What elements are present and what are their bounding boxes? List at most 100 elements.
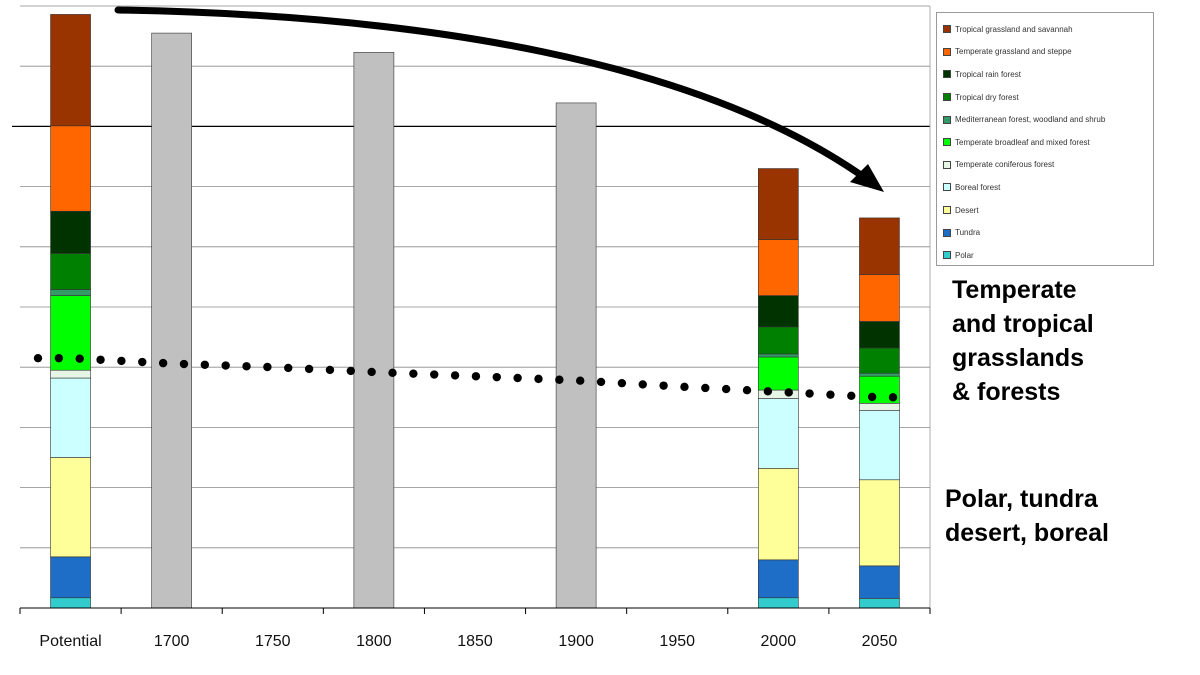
trend-dot: [575, 376, 585, 385]
x-tick-label: 1900: [558, 633, 594, 650]
bar-segment: [151, 32, 192, 609]
legend-item: Tropical grassland and savannah: [943, 18, 1153, 41]
annotation-polar-tundra: Polar, tundra desert, boreal: [945, 485, 1109, 547]
legend-item: Mediterranean forest, woodland and shrub: [943, 108, 1153, 131]
legend-item: Desert: [943, 199, 1153, 222]
bar-segment: [859, 274, 900, 322]
trend-dot: [721, 384, 731, 394]
bar-segment: [50, 597, 91, 609]
trend-dot: [659, 381, 668, 390]
legend-swatch: [943, 70, 951, 79]
trend-dot: [242, 362, 251, 371]
x-tick-label: 1700: [154, 633, 190, 650]
x-tick-label: 1950: [659, 633, 695, 650]
legend-label: Polar: [955, 250, 974, 260]
trend-dot: [826, 390, 835, 399]
trend-dot: [96, 355, 105, 364]
legend-label: Temperate coniferous forest: [955, 160, 1055, 170]
bar-segment: [859, 598, 900, 609]
bar-segment: [859, 479, 900, 567]
trend-dot: [158, 358, 168, 368]
bar-segment: [758, 597, 799, 609]
bar-segment: [50, 289, 91, 296]
trend-dot: [784, 388, 793, 397]
legend-swatch: [943, 25, 951, 34]
legend-label: Tropical grassland and savannah: [955, 24, 1073, 34]
bar-segment: [758, 468, 799, 561]
trend-dot: [847, 391, 856, 400]
trend-dot: [200, 360, 210, 369]
x-axis: Potential 1700 1750 1800 1850 1900 1950 2000 205…: [19, 607, 931, 650]
bar-segment: [758, 168, 799, 240]
trend-dot: [388, 368, 397, 377]
legend-label: Tropical dry forest: [955, 92, 1019, 102]
trend-dot: [325, 365, 335, 375]
bar-segment: [50, 253, 91, 290]
legend-item: Tropical rain forest: [943, 63, 1153, 86]
legend-item: Temperate grassland and steppe: [943, 41, 1153, 64]
trend-dot: [284, 363, 293, 373]
legend-label: Desert: [955, 205, 979, 215]
bar-segment: [758, 326, 799, 355]
trend-dot: [263, 362, 272, 372]
bar-segment: [50, 377, 91, 458]
trend-dot: [763, 387, 773, 396]
bar-segment: [50, 210, 91, 254]
arrow-head-icon: [850, 164, 884, 192]
trend-dot: [617, 378, 627, 388]
bars: [50, 14, 900, 609]
trend-dot: [888, 393, 898, 402]
bar-segment: [353, 52, 395, 609]
trend-dot: [409, 369, 418, 378]
legend: Tropical grassland and savannah Temperate…: [936, 12, 1154, 266]
trend-dot: [701, 383, 710, 393]
legend-item: Boreal forest: [943, 176, 1153, 199]
trend-dot: [680, 382, 689, 392]
bar-segment: [758, 356, 799, 391]
annotation-grasslands-forests: Temperate and tropical grasslands & fore…: [952, 276, 1094, 406]
trend-dot: [638, 380, 647, 389]
bar-segment: [758, 398, 799, 469]
bar-segment: [50, 369, 91, 379]
trend-dot: [367, 367, 376, 377]
legend-label: Temperate grassland and steppe: [955, 47, 1072, 57]
x-tick-label: 2000: [761, 633, 797, 650]
bar-segment: [758, 239, 799, 296]
legend-item: Tropical dry forest: [943, 86, 1153, 109]
x-tick-label: 2050: [862, 633, 898, 650]
trend-dot: [492, 372, 501, 382]
bar-segment: [758, 353, 799, 358]
trend-dot: [346, 366, 356, 376]
bar-segment: [50, 457, 91, 558]
legend-label: Boreal forest: [955, 182, 1001, 192]
bar-segment: [859, 403, 900, 411]
trend-dot: [450, 371, 460, 380]
trend-dot: [805, 389, 814, 398]
legend-item: Temperate broadleaf and mixed forest: [943, 131, 1153, 154]
legend-item: Polar: [943, 244, 1153, 267]
legend-swatch: [943, 251, 951, 260]
legend-swatch: [943, 228, 951, 237]
trend-dot: [596, 377, 606, 387]
trend-dot: [138, 357, 147, 367]
bar-segment: [859, 321, 900, 349]
trend-dot: [555, 375, 564, 384]
trend-dot: [742, 386, 752, 395]
trend-dot: [179, 359, 189, 369]
bar-segment: [859, 410, 900, 481]
bar-segment: [859, 565, 900, 599]
bar-segment: [859, 217, 900, 275]
bar-segment: [758, 559, 799, 599]
trend-dot: [534, 374, 543, 384]
trend-dot: [867, 392, 877, 402]
x-tick-label: 1750: [255, 633, 291, 650]
bar-segment: [758, 295, 799, 328]
legend-swatch: [943, 115, 951, 124]
x-tick-label: Potential: [39, 633, 101, 650]
bar-segment: [50, 14, 91, 127]
bar-segment: [859, 372, 900, 377]
legend-swatch: [943, 138, 951, 147]
bar-segment: [50, 556, 91, 599]
legend-label: Tundra: [955, 228, 981, 238]
legend-swatch: [943, 183, 951, 192]
